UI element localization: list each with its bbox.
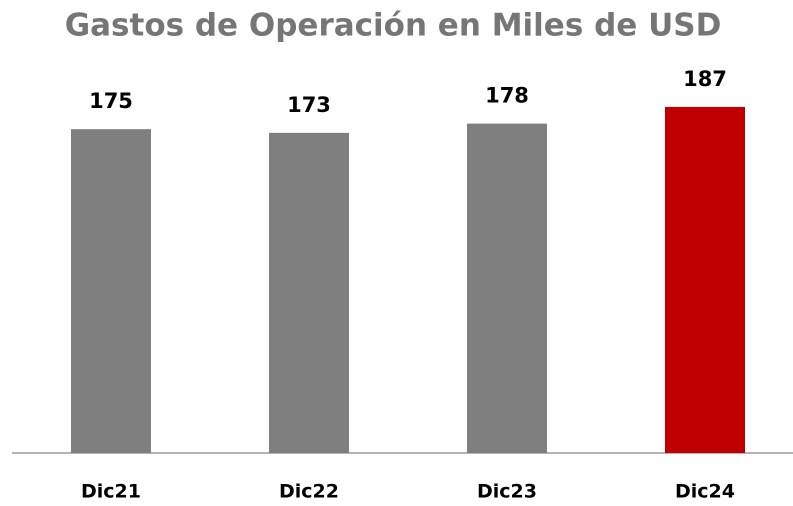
bar: [269, 132, 349, 453]
x-tick-label: Dic22: [279, 481, 339, 503]
data-label: 187: [683, 67, 727, 91]
bar: [665, 106, 745, 454]
x-tick-label: Dic21: [81, 481, 141, 503]
x-tick-label: Dic24: [675, 481, 735, 503]
bar: [71, 129, 151, 453]
x-tick-label: Dic23: [477, 481, 537, 503]
data-label: 175: [89, 89, 133, 113]
data-label: 173: [287, 93, 331, 117]
bar: [467, 123, 547, 453]
data-label: 178: [485, 84, 529, 108]
chart-title: Gastos de Operación en Miles de USD: [65, 8, 722, 44]
